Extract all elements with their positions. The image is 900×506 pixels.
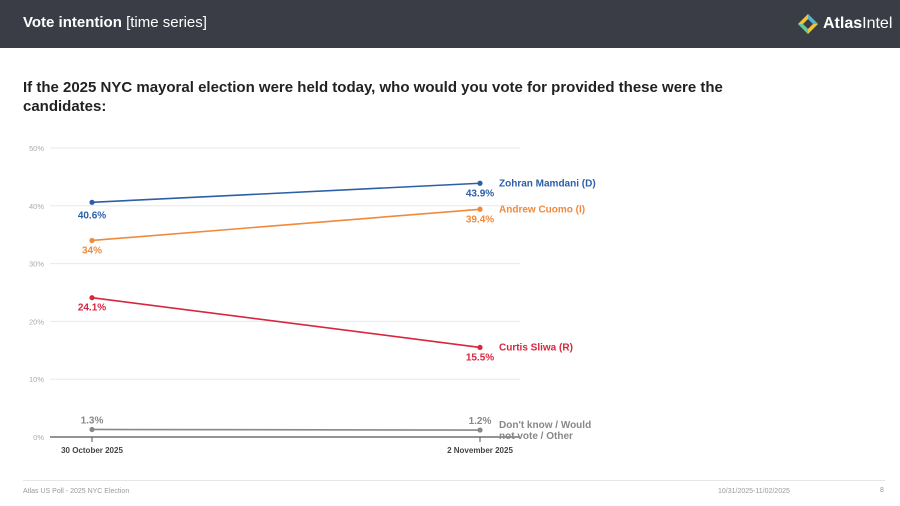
series-name-label: Don't know / Would: [499, 420, 591, 431]
y-tick-label: 10%: [29, 375, 44, 384]
atlasintel-logo: AtlasIntel: [797, 12, 892, 36]
data-label: 15.5%: [466, 352, 494, 363]
atlas-logo-icon: [798, 14, 818, 34]
series-line: [91, 296, 481, 349]
chart-question: If the 2025 NYC mayoral election were he…: [23, 79, 723, 115]
data-label: 1.2%: [469, 416, 492, 427]
data-point: [89, 295, 95, 301]
data-point: [477, 180, 483, 186]
data-label: 40.6%: [78, 210, 106, 221]
data-label: 24.1%: [78, 303, 106, 314]
x-tick-label: 2 November 2025: [447, 446, 513, 455]
series-name-label: Zohran Mamdani (D): [499, 178, 596, 189]
data-point: [89, 199, 95, 205]
data-label: 1.3%: [81, 415, 104, 426]
series-line: [91, 428, 481, 431]
footer-source: Atlas US Poll - 2025 NYC Election: [23, 488, 130, 495]
data-point: [89, 426, 95, 433]
x-tick-label: 30 October 2025: [61, 446, 123, 455]
title-main: Vote intention: [23, 14, 122, 31]
y-tick-label: 0%: [33, 433, 44, 442]
page-number: 8: [880, 487, 884, 494]
data-point: [477, 427, 483, 433]
series-name-label: Curtis Sliwa (R): [499, 342, 573, 353]
header-bar: Vote intention [time series] AtlasIntel: [0, 0, 900, 48]
data-label: 39.4%: [466, 214, 494, 225]
vote-intention-chart: 0% 10% 20% 30% 40% 50% 30 October 2025 2 Novemb…: [29, 144, 596, 455]
footer-dates: 10/31/2025-11/02/2025: [718, 488, 790, 495]
data-point: [477, 206, 483, 212]
page-title: Vote intention [time series]: [23, 14, 207, 31]
y-tick-label: 50%: [29, 144, 44, 153]
series-line: [91, 182, 481, 204]
data-point: [89, 237, 95, 244]
title-suffix: [time series]: [126, 14, 207, 31]
data-label: 43.9%: [466, 188, 494, 199]
data-label: 34%: [82, 245, 102, 256]
series-name-label: not vote / Other: [499, 431, 573, 442]
data-point: [477, 344, 483, 351]
y-tick-label: 40%: [29, 202, 44, 211]
y-tick-label: 20%: [29, 317, 44, 326]
series-line: [91, 208, 481, 242]
y-tick-label: 30%: [29, 260, 44, 269]
logo-text: AtlasIntel: [823, 15, 893, 32]
series-name-label: Andrew Cuomo (I): [499, 204, 585, 215]
footer-divider: [23, 480, 885, 481]
